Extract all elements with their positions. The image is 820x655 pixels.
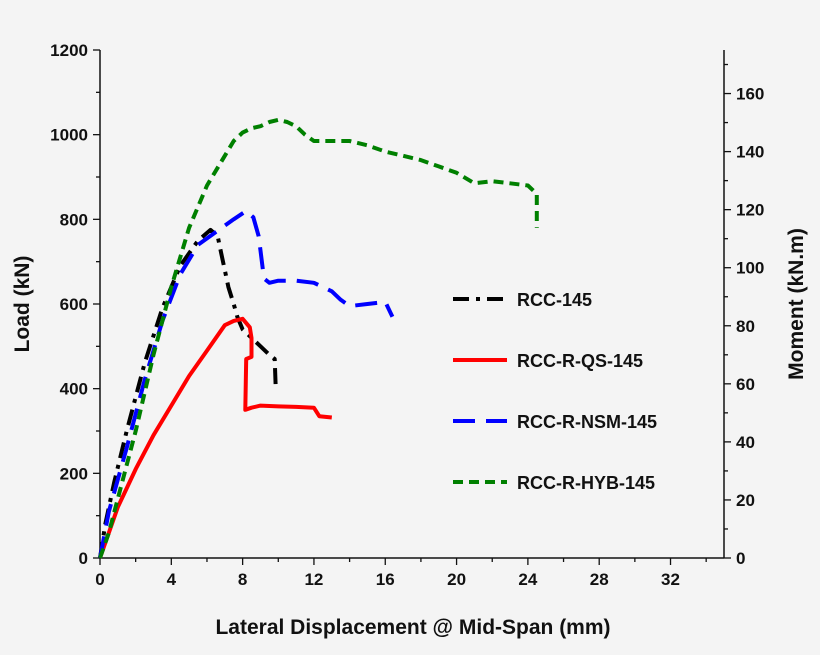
x-axis-title: Lateral Displacement @ Mid-Span (mm) [215, 616, 610, 639]
y-tick-label: 400 [60, 380, 88, 399]
series-line-rcc-r-nsm-145 [98, 208, 395, 559]
y2-tick-label: 160 [736, 85, 764, 104]
x-tick-label: 28 [590, 570, 609, 589]
y-axis-title: Load (kN) [11, 256, 34, 353]
y-tick-label: 600 [60, 295, 88, 314]
y-tick-label: 0 [79, 549, 88, 568]
axes: 0 4 8 12 16 20 24 28 32 0 200 400 600 800 1000 1200 0 20 4… [50, 41, 764, 589]
x-tick-label: 16 [376, 570, 395, 589]
y2-tick-label: 120 [736, 201, 764, 220]
series-line-rcc-145 [98, 227, 278, 559]
legend-label: RCC-R-HYB-145 [517, 473, 655, 493]
legend: RCC-145 RCC-R-QS-145 RCC-R-NSM-145 RCC-R-HY… [453, 290, 657, 493]
y2-axis-title: Moment (kN.m) [785, 228, 808, 380]
x-tick-label: 12 [304, 570, 323, 589]
y2-tick-label: 0 [736, 549, 745, 568]
x-tick-label: 24 [518, 570, 537, 589]
x-tick-label: 4 [167, 570, 177, 589]
series-line-rcc-r-qs-145 [98, 316, 333, 559]
y2-tick-label: 100 [736, 259, 764, 278]
legend-label: RCC-R-NSM-145 [517, 412, 657, 432]
x-tick-label: 0 [95, 570, 104, 589]
legend-label: RCC-145 [517, 290, 592, 310]
series-line-rcc-r-hyb-145 [98, 117, 539, 559]
y-tick-label: 1000 [50, 126, 88, 145]
y-tick-label: 200 [60, 464, 88, 483]
x-tick-label: 20 [447, 570, 466, 589]
y2-tick-label: 20 [736, 491, 755, 510]
y2-tick-label: 40 [736, 433, 755, 452]
x-tick-label: 32 [661, 570, 680, 589]
series-layer [98, 117, 539, 559]
y-tick-label: 800 [60, 210, 88, 229]
y-tick-label: 1200 [50, 41, 88, 60]
y2-tick-label: 60 [736, 375, 755, 394]
x-tick-label: 8 [238, 570, 247, 589]
y2-tick-label: 80 [736, 317, 755, 336]
y2-tick-label: 140 [736, 143, 764, 162]
legend-label: RCC-R-QS-145 [517, 351, 643, 371]
